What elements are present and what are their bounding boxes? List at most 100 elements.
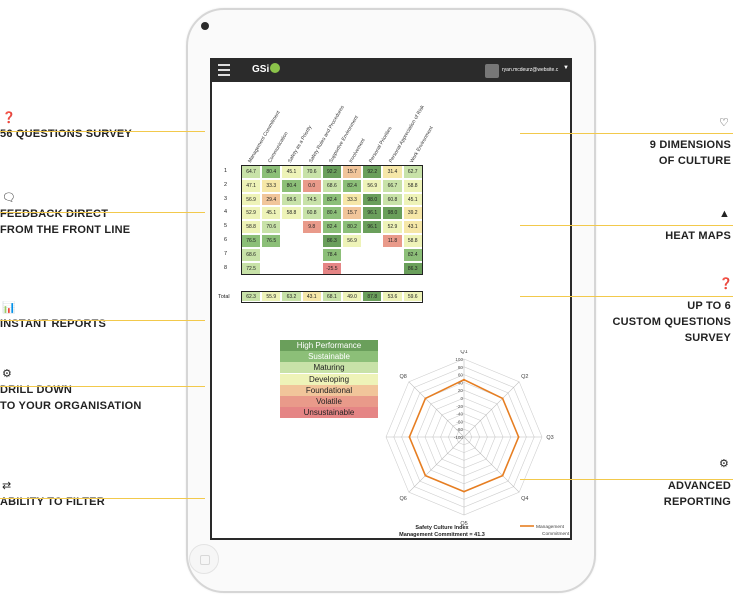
radar-spoke: [408, 436, 465, 493]
heatmap-cell[interactable]: 52.9: [241, 206, 262, 221]
radar-point: [517, 436, 520, 438]
heatmap-column-header: Work Environment: [408, 125, 435, 164]
total-cell[interactable]: 68.1: [321, 291, 342, 302]
heatmap-cell[interactable]: 82.4: [402, 247, 423, 262]
heatmap-cell[interactable]: 98.0: [362, 192, 383, 207]
heatmap-cell[interactable]: 66.7: [382, 178, 403, 193]
heatmap-cell[interactable]: 82.4: [342, 178, 363, 193]
radar-tick-label: 20: [458, 388, 464, 393]
heatmap-cell[interactable]: 56.9: [342, 234, 363, 248]
heatmap-cell[interactable]: 82.4: [321, 192, 342, 207]
heatmap-cell[interactable]: 70.6: [301, 165, 322, 179]
radar-axis-label: Q3: [546, 435, 553, 441]
heatmap-column-header: Communication: [267, 130, 290, 164]
heatmap-cell[interactable]: 45.1: [281, 165, 302, 179]
feature-icon: 📊: [2, 302, 16, 314]
avatar[interactable]: [485, 64, 499, 78]
heatmap-cell[interactable]: 58.8: [402, 178, 423, 193]
total-cell[interactable]: 59.6: [402, 291, 423, 302]
total-cell[interactable]: 49.0: [342, 291, 363, 302]
callout-divider: [520, 296, 733, 297]
heatmap-cell[interactable]: 60.8: [382, 192, 403, 207]
heatmap-cell[interactable]: 56.9: [362, 178, 383, 193]
heatmap-cell[interactable]: 11.8: [382, 234, 403, 248]
heatmap-cell[interactable]: 39.2: [402, 206, 423, 221]
total-cell[interactable]: 87.8: [362, 291, 383, 302]
heatmap-cell[interactable]: 82.4: [321, 220, 342, 234]
heatmap-cell[interactable]: 76.5: [261, 234, 282, 248]
user-email[interactable]: ryan.mcdeurz@website.c: [502, 67, 559, 73]
heatmap-cell[interactable]: 45.1: [402, 192, 423, 207]
heatmap-cell[interactable]: 15.7: [342, 165, 363, 179]
radar-tick-label: 0: [460, 396, 463, 401]
heatmap-cell[interactable]: 62.7: [402, 165, 423, 179]
heatmap-cell[interactable]: 78.4: [321, 247, 342, 262]
heatmap-cell[interactable]: 76.5: [241, 234, 262, 248]
total-cell[interactable]: 62.3: [241, 291, 262, 302]
heatmap-cell[interactable]: 58.8: [281, 206, 302, 221]
heatmap-cell[interactable]: 31.4: [382, 165, 403, 179]
heatmap-cell[interactable]: 80.4: [261, 165, 282, 179]
total-label: Total: [218, 294, 230, 300]
total-cell[interactable]: 55.9: [261, 291, 282, 302]
heatmap-cell[interactable]: 80.2: [342, 220, 363, 234]
heatmap-cell[interactable]: 92.2: [362, 165, 383, 179]
heatmap-cell[interactable]: 98.0: [382, 206, 403, 221]
heatmap-cell[interactable]: 68.6: [321, 178, 342, 193]
heatmap-cell[interactable]: 96.1: [362, 220, 383, 234]
total-cell[interactable]: 63.2: [281, 291, 302, 302]
radar-point: [424, 474, 427, 477]
heatmap-cell[interactable]: 86.3: [402, 261, 423, 276]
heatmap-cell[interactable]: 45.1: [261, 206, 282, 221]
heatmap-cell[interactable]: 96.1: [362, 206, 383, 221]
heatmap-cell[interactable]: 68.6: [241, 247, 262, 262]
heatmap-row-label: 6: [224, 237, 228, 243]
feature-callout-text: ADVANCED REPORTING: [663, 480, 731, 508]
heatmap-cell[interactable]: 70.6: [261, 220, 282, 234]
heatmap-cell[interactable]: 80.4: [281, 178, 302, 193]
heatmap-cell[interactable]: 9.8: [301, 220, 322, 234]
camera-dot: [201, 22, 209, 30]
heatmap-cell[interactable]: 60.8: [301, 206, 322, 221]
legend-item: Unsustainable: [280, 407, 378, 419]
feature-callout-text: INSTANT REPORTS: [0, 318, 107, 330]
heatmap-cell[interactable]: 86.3: [321, 234, 342, 248]
feature-callout-text: UP TO 6 CUSTOM QUESTIONS SURVEY: [612, 300, 731, 344]
heatmap-cell[interactable]: 29.4: [261, 192, 282, 207]
heatmap-cell[interactable]: 52.9: [382, 220, 403, 234]
heatmap-cell[interactable]: 58.8: [402, 234, 423, 248]
heatmap-cell[interactable]: 33.3: [342, 192, 363, 207]
legend-item: Developing: [280, 373, 378, 385]
menu-icon[interactable]: [218, 64, 230, 76]
total-cell[interactable]: 53.6: [382, 291, 403, 302]
heatmap-row-label: 1: [224, 168, 228, 174]
legend-item: Maturing: [280, 362, 378, 374]
radar-spoke: [463, 436, 520, 493]
heatmap-cell[interactable]: 56.9: [241, 192, 262, 207]
radar-axis-label: Q6: [400, 496, 407, 502]
total-cell[interactable]: 43.1: [301, 291, 322, 302]
radar-point: [408, 436, 411, 438]
heatmap-cell[interactable]: 58.8: [241, 220, 262, 234]
heatmap-cell[interactable]: 92.2: [321, 165, 342, 179]
heatmap-cell[interactable]: 68.6: [281, 192, 302, 207]
heatmap-cell[interactable]: 74.5: [301, 192, 322, 207]
heatmap-cell[interactable]: 33.3: [261, 178, 282, 193]
radar-subtitle: Management Commitment = 41.3: [399, 532, 485, 538]
radar-tick-label: 80: [458, 365, 464, 370]
heatmap-column-header: Safety Rules and Procedures: [307, 104, 346, 164]
heatmap-cell[interactable]: 0.0: [301, 178, 322, 193]
feature-icon: ♡: [719, 117, 729, 129]
callout-divider: [520, 133, 733, 134]
heatmap-cell[interactable]: 15.7: [342, 206, 363, 221]
home-button[interactable]: [189, 544, 219, 574]
chevron-down-icon[interactable]: ▼: [563, 65, 569, 71]
heatmap-cell[interactable]: 64.7: [241, 165, 262, 179]
heatmap-cell[interactable]: 43.1: [402, 220, 423, 234]
heatmap-cell[interactable]: 47.1: [241, 178, 262, 193]
app-logo[interactable]: GSi: [252, 63, 281, 75]
heatmap-cell[interactable]: -25.5: [321, 261, 342, 276]
radar-tick-label: -80: [456, 427, 463, 432]
heatmap-cell[interactable]: 80.4: [321, 206, 342, 221]
heatmap-cell[interactable]: 72.5: [241, 261, 262, 276]
